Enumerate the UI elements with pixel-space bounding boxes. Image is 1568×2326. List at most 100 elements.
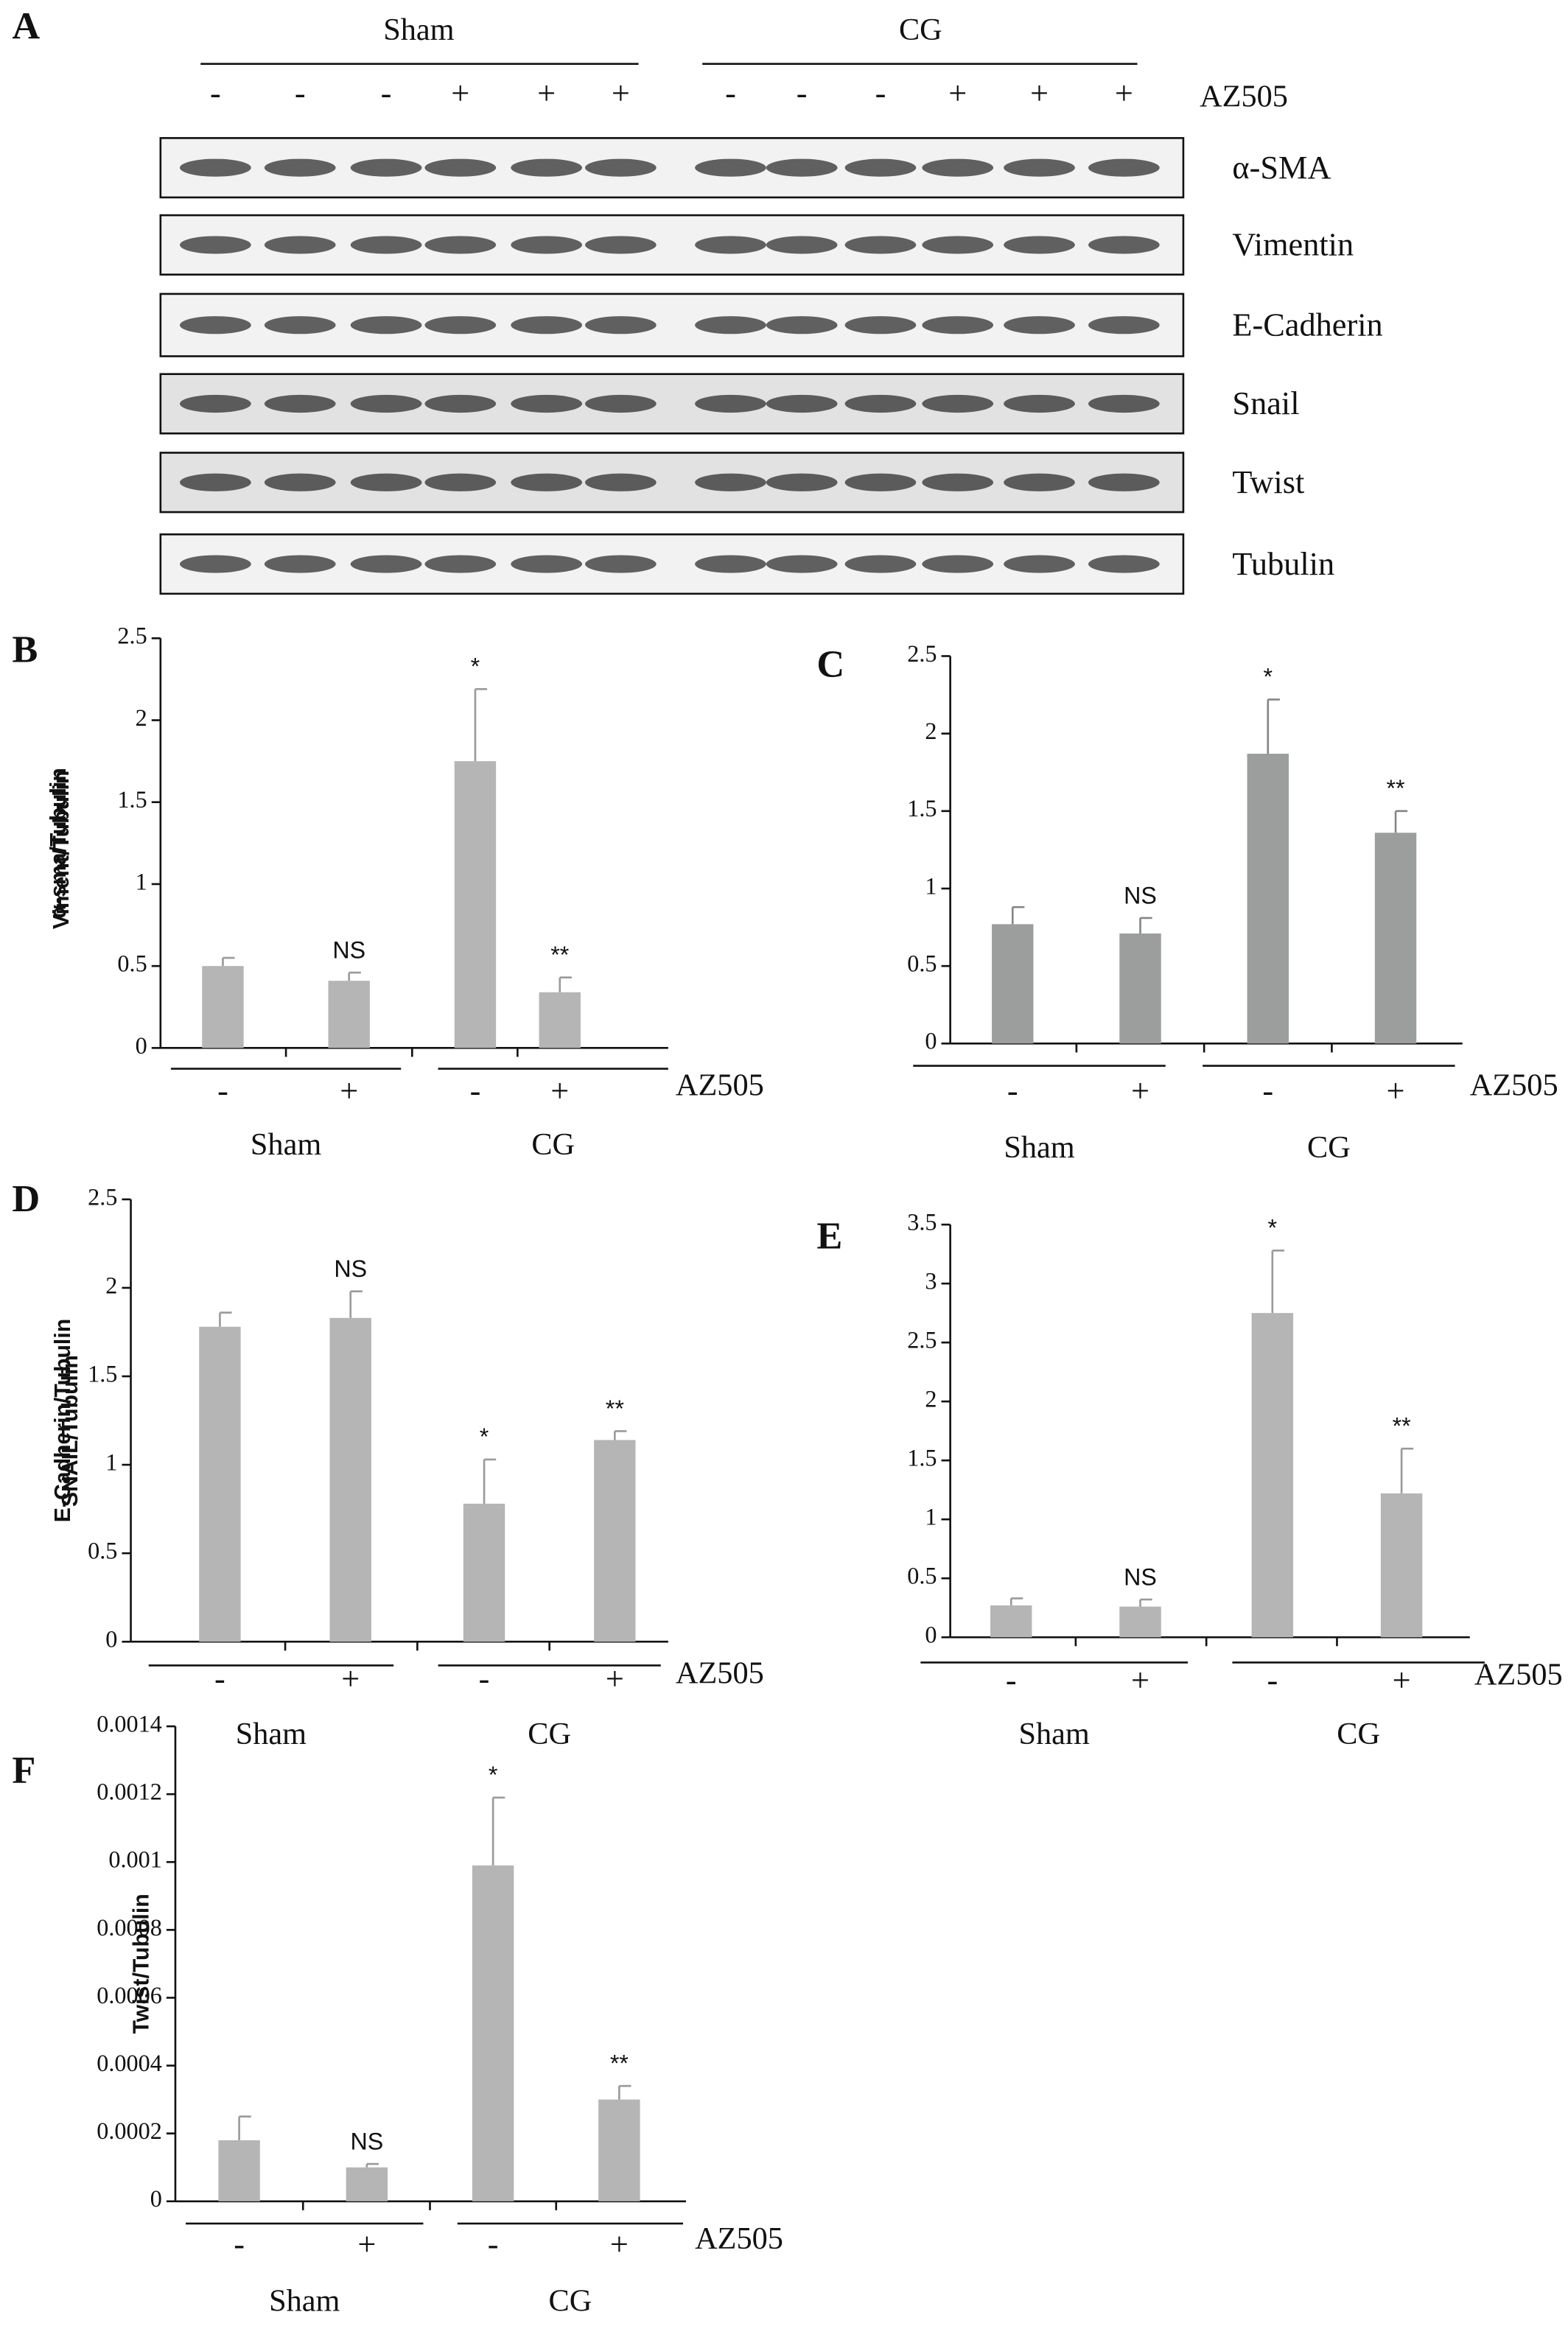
bar — [992, 924, 1034, 1044]
blot-band — [511, 394, 583, 413]
y-tick-label: 0.0006 — [97, 1982, 162, 2008]
blot-band — [1004, 473, 1075, 491]
blot-band — [922, 316, 994, 334]
blot-band — [1004, 555, 1075, 573]
blot-band — [695, 236, 766, 254]
lane-sign: - — [725, 75, 736, 111]
significance-label: * — [480, 1423, 489, 1450]
y-tick-label: 3.5 — [907, 1208, 937, 1235]
blot-band — [350, 236, 422, 254]
bar — [1119, 1606, 1161, 1638]
x-tick-label: + — [1131, 1073, 1149, 1109]
bar — [202, 966, 244, 1048]
x-tick-label: + — [1393, 1662, 1411, 1698]
y-tick-label: 0.5 — [907, 950, 937, 977]
lane-sign: + — [1030, 75, 1049, 111]
group-label: CG — [528, 1717, 571, 1751]
blot-band — [264, 236, 336, 254]
group-label: Sham — [236, 1717, 307, 1751]
lane-sign: - — [210, 75, 221, 111]
bar — [346, 2167, 388, 2201]
blot-band — [585, 394, 657, 413]
blot-band — [1088, 473, 1160, 491]
blot-band — [264, 394, 336, 413]
blot-band — [180, 394, 251, 413]
panel-letter: A — [12, 4, 40, 47]
group-label: CG — [549, 2283, 592, 2318]
blot-band — [585, 316, 657, 334]
y-axis-label: Twist/Tubulin — [130, 1894, 154, 2034]
y-tick-label: 0 — [105, 1626, 117, 1653]
x-tick-label: - — [214, 1661, 225, 1697]
significance-label: NS — [332, 936, 365, 963]
bar — [218, 2140, 260, 2201]
significance-label: ** — [606, 1395, 625, 1422]
blot-band — [264, 473, 336, 491]
y-tick-label: 2 — [925, 718, 937, 744]
lane-sign: + — [948, 75, 967, 111]
lane-sign: - — [295, 75, 306, 111]
blot-band — [844, 473, 917, 491]
x-tick-label: - — [1006, 1662, 1017, 1698]
blot-band — [766, 555, 838, 573]
y-tick-label: 0 — [925, 1622, 937, 1648]
lane-sign: - — [875, 75, 886, 111]
y-tick-label: 2 — [925, 1386, 937, 1412]
lane-sign: + — [612, 75, 630, 111]
bar — [454, 761, 497, 1048]
blot-band — [585, 236, 657, 254]
bar — [598, 2099, 640, 2201]
y-tick-label: 0.5 — [88, 1538, 117, 1564]
blot-band — [844, 394, 917, 413]
panel-letter: F — [12, 1749, 35, 1792]
significance-label: * — [1264, 664, 1273, 690]
blot-band — [585, 473, 657, 491]
significance-label: NS — [1124, 882, 1157, 908]
blot-band — [350, 555, 422, 573]
significance-label: * — [471, 654, 480, 680]
group-label: Sham — [1004, 1130, 1074, 1165]
x-tick-label: - — [479, 1661, 490, 1697]
blot-band — [180, 236, 251, 254]
blot-band — [1088, 316, 1160, 334]
group-label: CG — [899, 13, 942, 47]
x-tick-label: - — [470, 1073, 481, 1109]
lane-sign: - — [381, 75, 392, 111]
blot-band — [350, 158, 422, 177]
blot-band — [922, 158, 994, 177]
blot-band — [180, 158, 251, 177]
y-tick-label: 0.0014 — [97, 1710, 162, 1737]
treatment-label: AZ505 — [1470, 1068, 1558, 1102]
x-tick-label: - — [234, 2226, 245, 2262]
y-tick-label: 1.5 — [117, 786, 147, 813]
x-tick-label: + — [1387, 1073, 1405, 1109]
blot-band — [424, 555, 497, 573]
y-tick-label: 1.5 — [907, 795, 937, 822]
treatment-label: AZ505 — [1200, 80, 1288, 114]
y-tick-label: 0.5 — [117, 950, 147, 977]
x-tick-label: - — [1007, 1073, 1018, 1109]
y-tick-label: 1 — [925, 872, 937, 899]
y-tick-label: 0.0012 — [97, 1779, 162, 1805]
bar — [1374, 833, 1417, 1044]
blot-band — [424, 158, 497, 177]
blot-band — [511, 158, 583, 177]
blot-band — [844, 555, 917, 573]
y-tick-label: 2.5 — [907, 640, 937, 667]
panel-letter: E — [816, 1214, 842, 1257]
y-tick-label: 0 — [150, 2185, 162, 2212]
blot-band — [1088, 158, 1160, 177]
lane-sign: + — [537, 75, 556, 111]
blot-band — [511, 316, 583, 334]
y-tick-label: 1 — [105, 1449, 117, 1475]
y-axis-label: α-sma/Tubulin — [46, 768, 71, 918]
x-tick-label: + — [550, 1073, 569, 1109]
x-tick-label: + — [341, 1661, 360, 1697]
bar — [1119, 933, 1161, 1044]
blot-band — [1004, 394, 1075, 413]
blot-band — [511, 555, 583, 573]
bar — [199, 1326, 241, 1642]
group-label: CG — [1307, 1130, 1351, 1165]
significance-label: * — [489, 1762, 498, 1788]
